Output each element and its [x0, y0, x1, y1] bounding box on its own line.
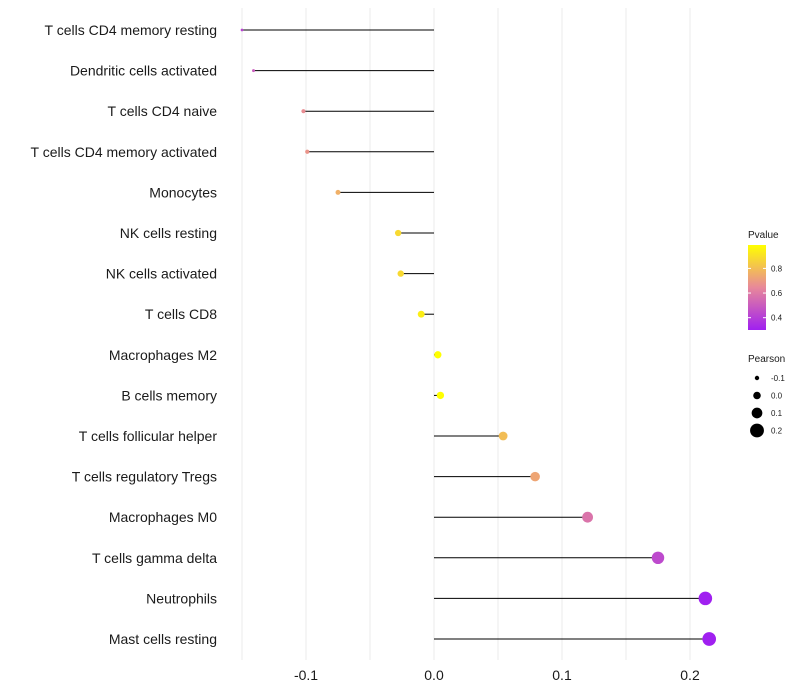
size-legend-label: 0.0 [771, 392, 783, 401]
pvalue-legend-title: Pvalue [748, 230, 779, 241]
size-legend-label: -0.1 [771, 374, 785, 383]
lollipop-point [530, 471, 540, 482]
lollipop-point [335, 189, 341, 195]
x-tick-label: 0.1 [552, 667, 572, 683]
size-legend-label: 0.2 [771, 427, 783, 436]
category-label: Macrophages M0 [109, 509, 217, 525]
lollipop-point [417, 310, 425, 318]
lollipop-point [702, 632, 717, 646]
category-label: Neutrophils [146, 590, 217, 606]
size-legend-point [753, 391, 761, 400]
lollipop-point [240, 28, 244, 32]
grid-layer [241, 8, 691, 660]
category-label: NK cells resting [120, 225, 217, 241]
category-label: Macrophages M2 [109, 347, 217, 363]
point-layer [240, 28, 717, 646]
category-labels: T cells CD4 memory resting Dendritic cell… [31, 22, 218, 647]
category-label: T cells gamma delta [92, 550, 217, 566]
category-label: Mast cells resting [109, 631, 217, 647]
lollipop-point [698, 591, 713, 606]
x-tick-label: -0.1 [294, 667, 318, 683]
category-label: T cells CD8 [145, 306, 217, 322]
x-tick-label: 0.0 [424, 667, 444, 683]
lollipop-point [397, 270, 404, 277]
colorbar-tick-label: 0.8 [771, 264, 783, 273]
category-label: Monocytes [149, 184, 217, 200]
lollipop-point [582, 511, 593, 523]
category-label: T cells CD4 memory resting [45, 22, 217, 38]
category-label: T cells follicular helper [79, 428, 218, 444]
size-legend-point [754, 375, 760, 381]
lollipop-point [305, 149, 310, 154]
lollipop-point [301, 109, 306, 114]
colorbar-tick-label: 0.6 [771, 289, 783, 298]
lollipop-point [498, 431, 508, 441]
x-axis-tick-labels: -0.1 0.0 0.1 0.2 [294, 667, 700, 683]
lollipop-point [394, 229, 402, 237]
category-label: Dendritic cells activated [70, 63, 217, 79]
category-label: T cells CD4 memory activated [31, 144, 217, 160]
category-label: T cells regulatory Tregs [72, 469, 217, 485]
category-label: T cells CD4 naive [108, 103, 218, 119]
legend: Pvalue 0.4 0.6 0.8 Pearson -0.1 0.0 0.1 0.2 [748, 230, 785, 438]
size-legend-point [751, 407, 763, 419]
segment-layer [242, 29, 710, 640]
lollipop-point [651, 551, 665, 565]
size-legend-point [750, 423, 764, 438]
pvalue-colorbar [748, 245, 766, 330]
lollipop-point [436, 391, 445, 400]
category-label: B cells memory [121, 387, 217, 403]
size-legend-label: 0.1 [771, 409, 783, 418]
lollipop-point [252, 69, 256, 73]
colorbar-tick-label: 0.4 [771, 314, 783, 323]
category-label: NK cells activated [106, 266, 217, 282]
lollipop-point [434, 351, 442, 359]
pearson-legend-title: Pearson [748, 354, 785, 365]
x-tick-label: 0.2 [680, 667, 700, 683]
